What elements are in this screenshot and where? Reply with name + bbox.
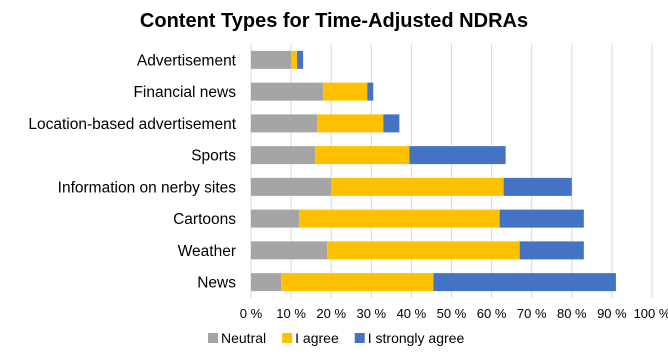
category-labels: Advertisement Financial news Location-base… [28, 52, 236, 291]
legend-swatch [208, 333, 218, 343]
bar-segment-i-agree [299, 209, 500, 228]
bar-segment-i-strongly-agree [503, 177, 572, 196]
x-tick-label: 0 % [240, 306, 263, 321]
bar-segment-i-strongly-agree [499, 209, 584, 228]
bar-segment-i-agree [327, 241, 520, 260]
bar-segment-i-strongly-agree [297, 50, 304, 69]
bars [251, 50, 616, 292]
x-tick-label: 100 % [634, 306, 668, 321]
bar-segment-neutral [251, 273, 282, 292]
bar-segment-i-agree [281, 273, 434, 292]
bar-segment-i-agree [315, 146, 410, 165]
bar-segment-neutral [251, 241, 328, 260]
x-tick-label: 40 % [397, 306, 427, 321]
bar-segment-neutral [251, 209, 300, 228]
category-label: Advertisement [137, 52, 237, 69]
bar-segment-i-strongly-agree [409, 146, 506, 165]
bar-segment-i-strongly-agree [519, 241, 584, 260]
legend-swatch [354, 333, 365, 343]
x-tick-label: 90 % [597, 306, 627, 321]
category-label: Weather [178, 243, 236, 260]
category-label: Information on nerby sites [58, 179, 237, 196]
bar-segment-neutral [251, 50, 292, 69]
category-label: Sports [191, 148, 236, 165]
x-tick-label: 50 % [437, 306, 467, 321]
bar-segment-neutral [251, 177, 332, 196]
legend-label: I agree [295, 330, 339, 346]
legend-label: Neutral [221, 330, 266, 346]
legend-swatch [282, 333, 293, 343]
x-tick-label: 70 % [517, 306, 547, 321]
bar-segment-neutral [251, 146, 316, 165]
x-tick-label: 20 % [316, 306, 346, 321]
x-tick-label: 10 % [276, 306, 306, 321]
category-label: News [197, 275, 236, 292]
category-label: Financial news [133, 84, 236, 101]
bar-segment-i-strongly-agree [433, 273, 616, 292]
chart-title: Content Types for Time-Adjusted NDRAs [140, 10, 528, 32]
x-tick-label: 60 % [477, 306, 507, 321]
category-label: Cartoons [173, 211, 236, 228]
gridlines [250, 44, 653, 298]
x-tick-label: 80 % [557, 306, 587, 321]
bar-segment-neutral [251, 82, 324, 101]
legend-label: I strongly agree [368, 330, 465, 346]
bar-segment-neutral [251, 114, 318, 133]
x-tick-label: 30 % [356, 306, 386, 321]
bar-segment-i-strongly-agree [367, 82, 374, 101]
bar-segment-i-agree [291, 50, 298, 69]
legend: Neutral I agree I strongly agree [208, 330, 464, 346]
bar-segment-i-agree [331, 177, 504, 196]
bar-segment-i-agree [323, 82, 368, 101]
bar-segment-i-strongly-agree [383, 114, 400, 133]
x-tick-labels: 0 % 10 % 20 % 30 % 40 % 50 % 60 % 70 % 80 % 90 % 1… [240, 306, 668, 321]
bar-segment-i-agree [317, 114, 384, 133]
category-label: Location-based advertisement [28, 116, 236, 133]
